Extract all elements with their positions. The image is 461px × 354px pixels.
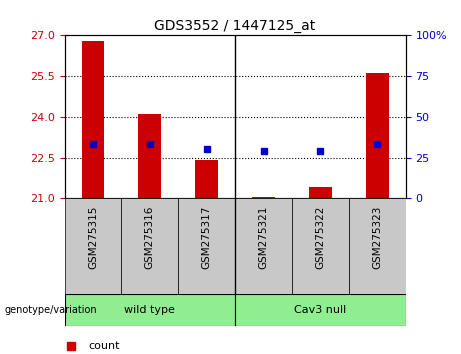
Text: GSM275317: GSM275317 [201, 206, 212, 269]
Bar [195, 160, 218, 198]
Text: GSM275321: GSM275321 [259, 206, 269, 269]
Bar [235, 198, 292, 294]
Bar [138, 114, 161, 198]
Text: GSM275323: GSM275323 [372, 206, 382, 269]
Bar [82, 41, 104, 198]
Text: GSM275322: GSM275322 [315, 206, 325, 269]
Text: genotype/variation: genotype/variation [5, 305, 97, 315]
Bar [309, 187, 332, 198]
Title: GDS3552 / 1447125_at: GDS3552 / 1447125_at [154, 19, 316, 33]
Bar [252, 197, 275, 198]
Bar [366, 73, 389, 198]
Text: GSM275315: GSM275315 [88, 206, 98, 269]
Text: wild type: wild type [124, 305, 175, 315]
Bar [292, 198, 349, 294]
Text: count: count [89, 341, 120, 351]
Bar [235, 294, 406, 326]
Bar [65, 198, 121, 294]
Bar [121, 198, 178, 294]
Bar [178, 198, 235, 294]
Text: Cav3 null: Cav3 null [294, 305, 347, 315]
Bar [65, 294, 235, 326]
Bar [349, 198, 406, 294]
Text: GSM275316: GSM275316 [145, 206, 155, 269]
